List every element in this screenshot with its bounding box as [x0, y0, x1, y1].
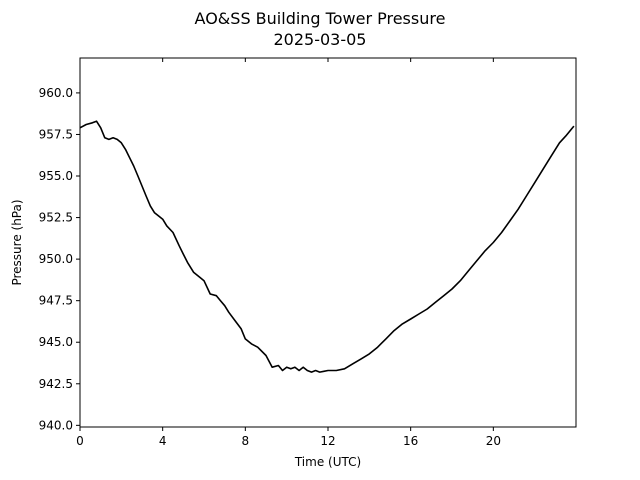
y-tick-label: 942.5 — [39, 377, 73, 391]
y-axis-label: Pressure (hPa) — [10, 199, 24, 285]
plot-frame — [79, 57, 577, 428]
x-tick-label: 12 — [320, 434, 335, 448]
pressure-series-line — [79, 120, 575, 373]
plot-area: 0 4 8 12 16 20 940.0 942.5 945.0 947.5 950.0 952.5 9… — [39, 58, 575, 448]
x-tick-label: 4 — [159, 434, 167, 448]
y-tick-label: 940.0 — [39, 418, 73, 432]
y-tick-label: 945.0 — [39, 335, 73, 349]
y-tick-label: 955.0 — [39, 169, 73, 183]
x-axis-label: Time (UTC) — [294, 455, 361, 469]
y-tick-label: 947.5 — [39, 294, 73, 308]
x-tick-label: 20 — [486, 434, 501, 448]
chart-title: AO&SS Building Tower Pressure — [195, 9, 446, 28]
chart-subtitle: 2025-03-05 — [274, 30, 367, 49]
y-tick-label: 960.0 — [39, 86, 73, 100]
x-tick-label: 8 — [242, 434, 250, 448]
y-tick-label: 952.5 — [39, 211, 73, 225]
y-tick-label: 950.0 — [39, 252, 73, 266]
x-tick-label: 0 — [76, 434, 84, 448]
x-tick-label: 16 — [403, 434, 418, 448]
y-tick-label: 957.5 — [39, 127, 73, 141]
